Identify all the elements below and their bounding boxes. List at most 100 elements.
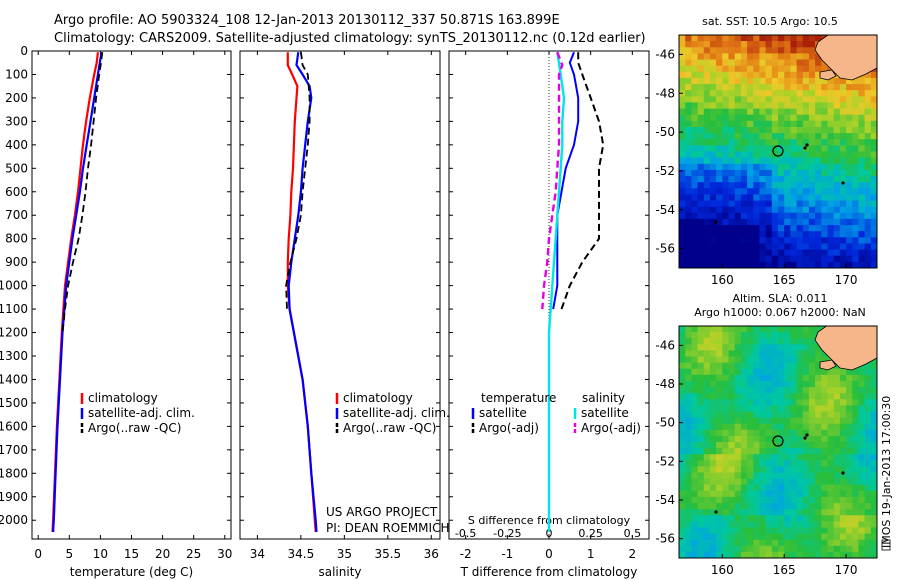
map-cell [685,368,692,376]
map-cell [759,448,767,455]
map-cell [790,145,798,153]
map-cell [747,466,754,474]
map-cell [747,47,754,54]
map-cell [685,188,692,195]
map-cell [808,206,816,214]
map-cell [784,539,791,547]
map-cell [753,41,761,48]
map-cell [802,114,810,122]
map-cell [679,237,686,244]
map-cell [796,332,804,339]
map-cell [846,90,853,97]
map-cell [858,521,866,529]
map-cell [808,243,816,251]
map-cell [740,47,748,54]
map-cell [679,527,686,535]
map-cell [716,417,723,425]
map-cell [827,380,835,388]
x-tick-label: 1 [587,547,595,561]
map-cell [821,102,829,110]
map-cell [685,47,692,54]
map-cell [716,374,723,382]
map-cell [839,249,847,257]
map-cell [697,478,705,486]
map-cell [722,59,730,67]
map-cell [790,176,798,183]
map-cell [802,411,810,419]
map-cell [821,460,829,467]
map-cell [697,120,705,128]
map-cell [685,435,692,443]
map-cell [747,496,754,504]
map-cell [709,188,717,195]
map-cell [833,176,841,183]
map-cell [697,472,705,480]
map-cell [691,84,699,91]
map-cell [815,503,822,510]
map-cell [747,108,754,116]
map-cell [808,47,816,54]
map-cell [765,429,773,437]
map-cell [728,356,736,364]
map-cell [784,237,791,244]
map-cell [765,84,773,91]
map-cell [747,77,754,85]
map-cell [870,484,877,492]
map-cell [802,442,810,449]
map-cell [784,188,791,195]
map-cell [753,96,761,103]
map-cell [839,206,847,214]
map-cell [796,65,804,73]
island [819,359,837,371]
map-cell [784,218,791,226]
map-cell [864,521,872,529]
map-cell [722,496,730,504]
map-cell [852,484,860,492]
map-cell [864,200,872,208]
map-cell [815,71,822,79]
map-cell [747,484,754,492]
map-cell [771,206,779,214]
map-cell [846,503,853,510]
map-cell [778,218,785,226]
map-cell [864,411,872,419]
s-diff-tick-label: -0.5 [455,527,476,540]
map-cell [833,206,841,214]
map-cell [790,243,798,251]
salinity-series-1 [286,52,317,533]
map-cell [802,90,810,97]
map-cell [759,332,767,339]
map-cell [747,515,754,522]
map-cell [716,35,723,42]
map-cell [778,545,785,553]
map-cell [722,145,730,153]
map-cell [709,35,717,42]
map-cell [771,65,779,73]
map-cell [759,169,767,177]
map-cell [858,368,866,376]
map-cell [722,47,730,54]
map-cell [808,399,816,406]
map-cell [846,374,853,382]
map-cell [821,387,829,394]
map-cell [685,71,692,79]
map-cell [784,435,791,443]
map-cell [833,515,841,522]
map-cell [734,120,742,128]
map-cell [765,133,773,140]
map-cell [796,429,804,437]
map-cell [753,350,761,358]
map-cell [728,212,736,220]
map-cell [691,344,699,351]
map-cell [747,356,754,364]
map-cell [815,206,822,214]
map-cell [808,338,816,345]
map-cell [864,368,872,376]
map-cell [864,182,872,189]
map-cell [852,133,860,140]
map-cell [691,261,699,268]
map-cell [691,527,699,535]
map-cell [790,448,798,455]
diff-legend-3-label: satellite [581,406,629,420]
map-cell [858,393,866,400]
